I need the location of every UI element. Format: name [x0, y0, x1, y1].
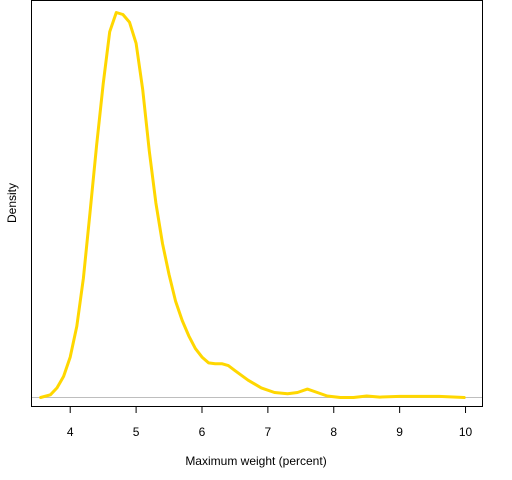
- y-axis-title: Density: [5, 183, 19, 223]
- x-tick-label: 5: [133, 425, 140, 439]
- density-curve: [39, 11, 466, 399]
- x-tick-label: 6: [199, 425, 206, 439]
- x-tick-label: 9: [396, 425, 403, 439]
- plot-frame: [31, 0, 483, 407]
- x-tick-label: 8: [330, 425, 337, 439]
- x-axis: 4 5 6 7 8 9 10: [67, 406, 473, 439]
- x-tick-label: 10: [459, 425, 473, 439]
- x-tick-label: 7: [265, 425, 272, 439]
- x-tick-label: 4: [67, 425, 74, 439]
- x-axis-title: Maximum weight (percent): [185, 454, 326, 468]
